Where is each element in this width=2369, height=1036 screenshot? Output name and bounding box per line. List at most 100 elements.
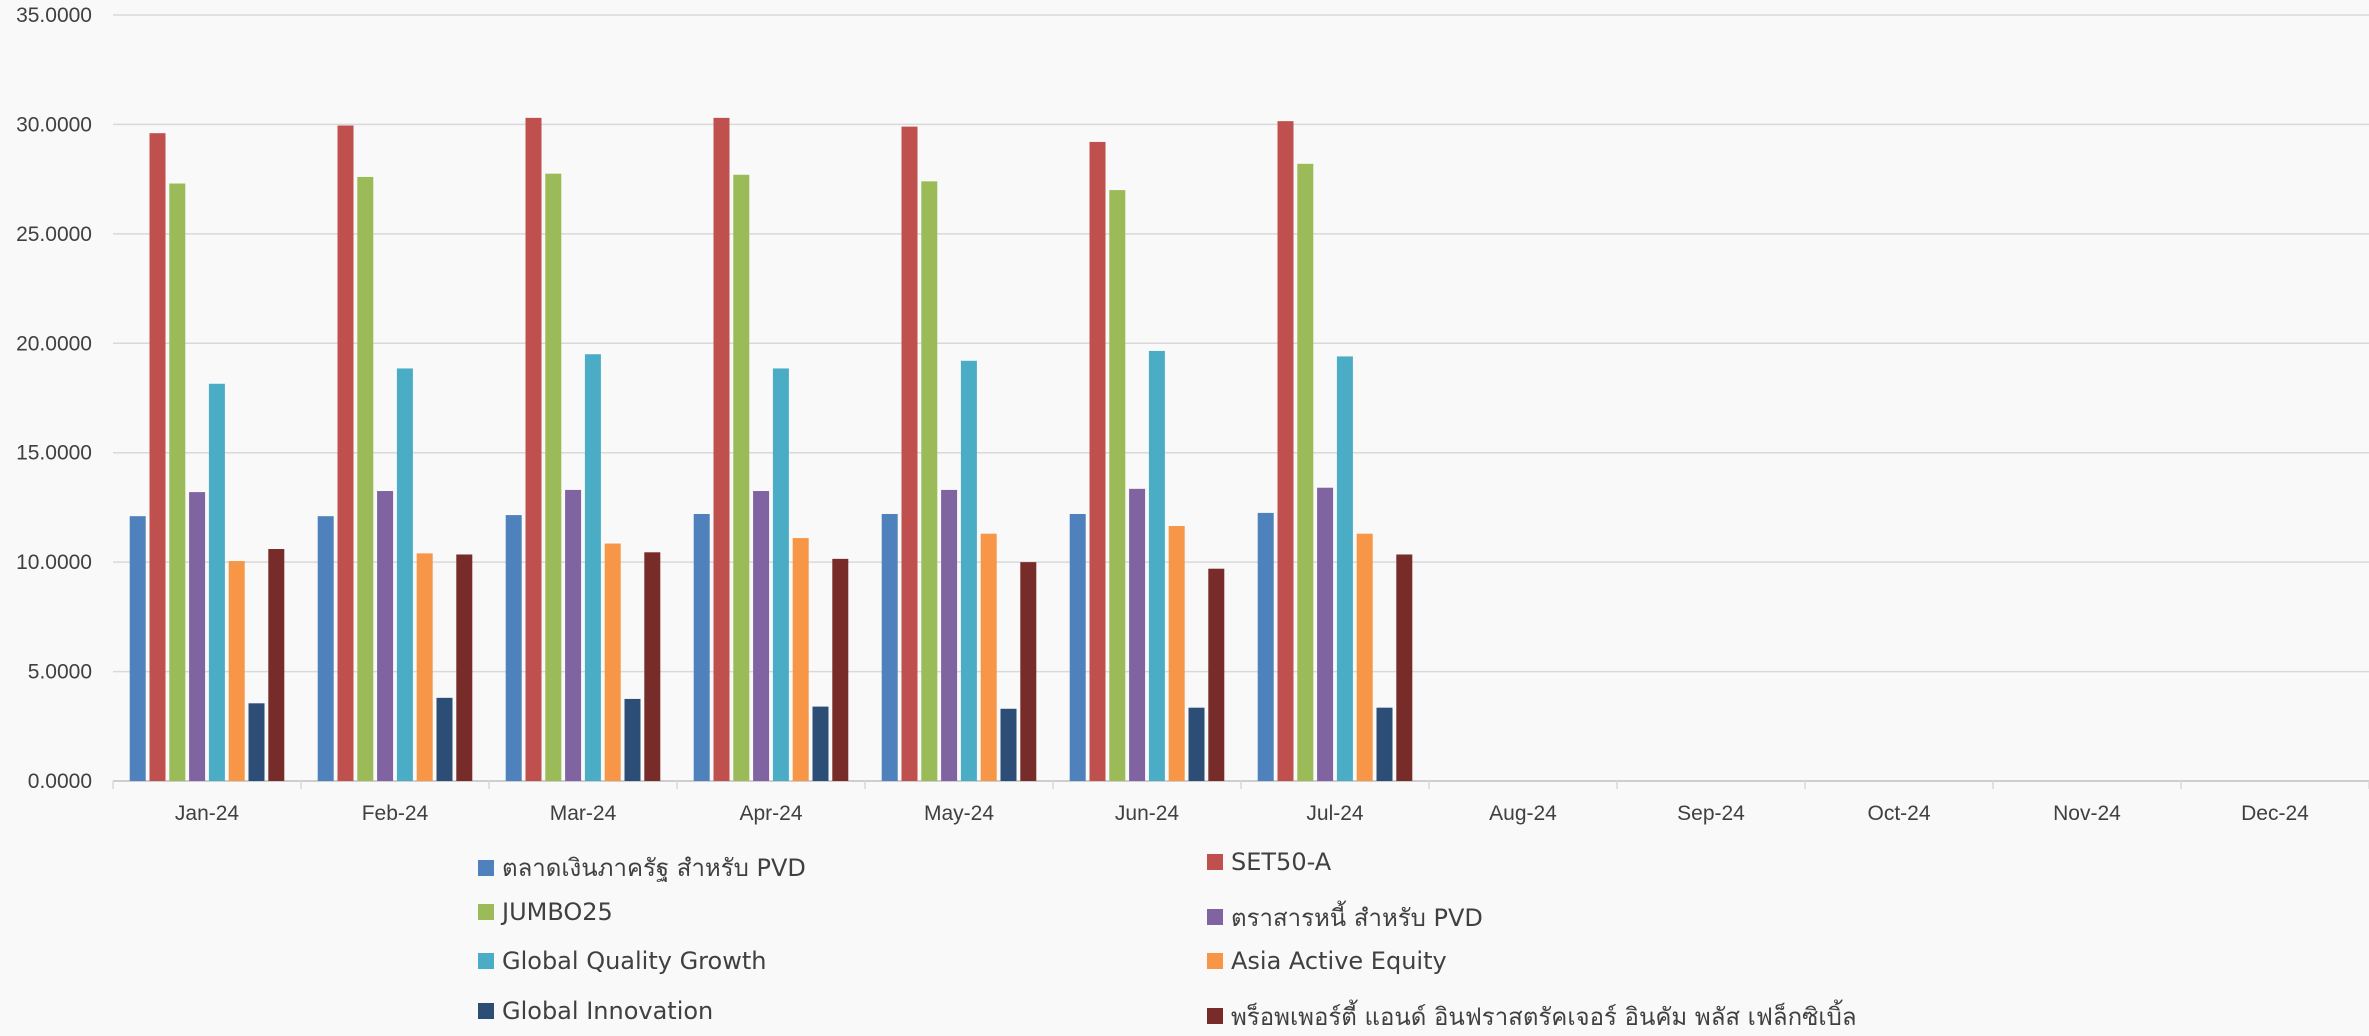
bar [1000, 708, 1017, 781]
x-tick-label: May-24 [924, 802, 994, 825]
bar [377, 491, 394, 781]
y-tick-label: 15.0000 [16, 442, 92, 465]
bar [149, 133, 166, 781]
bar [960, 360, 977, 781]
y-tick-label: 35.0000 [16, 4, 92, 27]
bar [1257, 512, 1274, 781]
bar [1168, 526, 1185, 781]
bar [584, 354, 601, 781]
bar [436, 697, 453, 781]
legend-swatch [478, 953, 494, 969]
legend-swatch [1207, 953, 1223, 969]
bar [1069, 513, 1086, 781]
bar [317, 516, 334, 781]
legend-swatch [478, 1002, 494, 1019]
bar [1109, 190, 1126, 782]
bars [129, 117, 1413, 782]
legend-item: Asia Active Equity [1207, 947, 1447, 975]
bar [901, 126, 918, 782]
y-tick-label: 5.0000 [28, 661, 92, 684]
y-tick-label: 30.0000 [16, 113, 92, 136]
legend-item: Global Innovation [478, 997, 713, 1025]
legend-item: JUMBO25 [478, 898, 613, 926]
bar [189, 492, 206, 781]
bar [337, 125, 354, 782]
bar [1208, 568, 1225, 781]
bar [545, 173, 562, 781]
x-tick-label: Sep-24 [1677, 802, 1745, 825]
x-tick-label: Jan-24 [175, 802, 240, 825]
legend-swatch [1207, 909, 1223, 925]
y-tick-label: 0.0000 [28, 770, 92, 793]
legend-swatch [478, 859, 494, 876]
y-tick-label: 20.0000 [16, 332, 92, 355]
x-tick-label: Aug-24 [1489, 802, 1557, 825]
legend-label: ตราสารหนี้ สำหรับ PVD [1231, 903, 1483, 932]
bar [644, 552, 661, 781]
x-tick-label: Dec-24 [2241, 802, 2309, 825]
bar [1317, 487, 1334, 781]
bar [881, 513, 898, 781]
legend-swatch [1207, 854, 1223, 870]
bar [169, 183, 186, 781]
bar [1188, 707, 1205, 781]
bar [941, 489, 958, 781]
bar [1129, 488, 1146, 781]
legend-item: ตลาดเงินภาครัฐ สำหรับ PVD [478, 848, 806, 887]
bar [1336, 356, 1353, 781]
legend-label: Global Quality Growth [502, 947, 767, 975]
legend-swatch [478, 903, 494, 920]
bar [733, 174, 750, 781]
legend-item: SET50-A [1207, 848, 1331, 876]
legend-item: ตราสารหนี้ สำหรับ PVD [1207, 898, 1483, 937]
bar [456, 554, 473, 781]
bar [713, 117, 730, 781]
x-tick-label: Jun-24 [1115, 802, 1180, 825]
bar [1396, 554, 1413, 781]
x-tick-label: Oct-24 [1867, 802, 1930, 825]
axes: 0.0000 5.0000 10.0000 15.0000 20.0000 25.0000… [16, 4, 2369, 825]
bar [693, 513, 710, 781]
x-tick-label: Nov-24 [2053, 802, 2121, 825]
y-tick-label: 25.0000 [16, 223, 92, 246]
bar [624, 698, 641, 781]
bar [1376, 707, 1393, 781]
x-tick-label: Apr-24 [739, 802, 802, 825]
bar [505, 515, 522, 781]
bar [396, 368, 413, 781]
x-tick-label: Feb-24 [362, 802, 429, 825]
bar [357, 176, 374, 781]
bar [1089, 141, 1106, 782]
bar [604, 543, 621, 781]
bar [268, 549, 285, 781]
bar [753, 491, 770, 781]
bar [129, 516, 146, 781]
legend-label: JUMBO25 [502, 897, 613, 926]
y-tick-label: 10.0000 [16, 551, 92, 574]
bar [1297, 163, 1314, 781]
legend-item: พร็อพเพอร์ตี้ แอนด์ อินฟราสตรัคเจอร์ อิน… [1207, 997, 1857, 1036]
bar [525, 117, 542, 781]
gridlines [113, 14, 2369, 782]
bar [921, 181, 938, 781]
bar [832, 558, 849, 781]
bar [792, 538, 809, 781]
bar [565, 489, 582, 781]
bar [1148, 350, 1165, 781]
legend-label: SET50-A [1231, 848, 1332, 876]
x-tick-label: Mar-24 [550, 802, 617, 825]
bar [1020, 562, 1037, 781]
bar [1356, 533, 1373, 781]
bar [248, 703, 265, 781]
legend-swatch [1207, 1008, 1223, 1024]
legend-label: ตลาดเงินภาครัฐ สำหรับ PVD [502, 854, 806, 882]
bar [416, 553, 433, 781]
bar [1277, 121, 1294, 782]
bar [228, 561, 245, 781]
legend-item: Global Quality Growth [478, 947, 766, 975]
bar [772, 368, 789, 781]
legend-label: พร็อพเพอร์ตี้ แอนด์ อินฟราสตรัคเจอร์ อิน… [1231, 1002, 1857, 1031]
bar [812, 706, 829, 781]
legend-label: Global Innovation [502, 996, 714, 1025]
